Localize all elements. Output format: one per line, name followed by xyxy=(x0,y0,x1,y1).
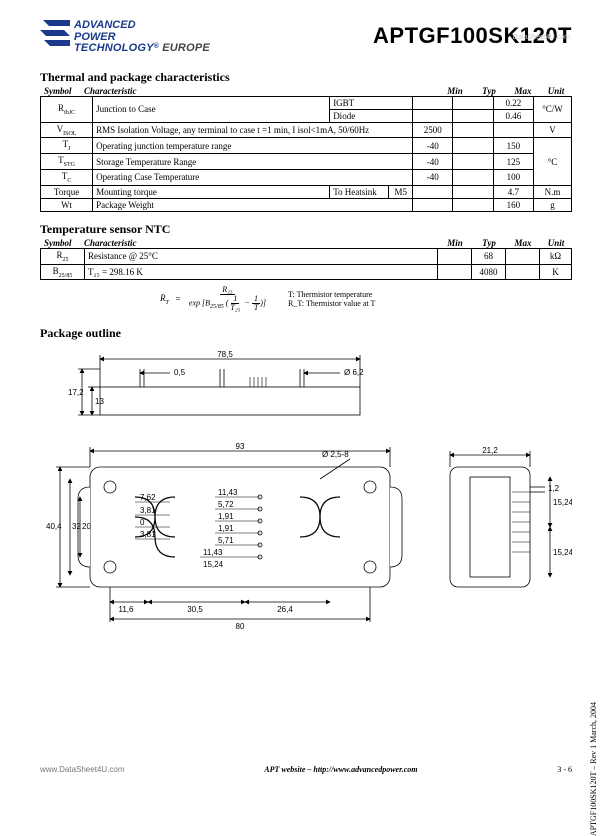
footer-website: APT website – http://www.advancedpower.c… xyxy=(264,765,417,774)
svg-text:3,81: 3,81 xyxy=(140,530,156,539)
footer-page: 3 - 6 xyxy=(557,765,572,774)
svg-text:11,6: 11,6 xyxy=(119,605,135,614)
svg-text:15,24: 15,24 xyxy=(553,498,572,507)
table-row: VISOL RMS Isolation Voltage, any termina… xyxy=(41,122,572,138)
svg-text:26,4: 26,4 xyxy=(277,605,293,614)
page-header: ADVANCED POWER TECHNOLOGY® EUROPE APTGF1… xyxy=(40,20,572,55)
table-row: TSTG Storage Temperature Range -40 125 xyxy=(41,154,572,170)
svg-text:13: 13 xyxy=(95,397,104,406)
table-row: Torque Mounting torque To Heatsink M5 4.… xyxy=(41,185,572,198)
svg-text:17,2: 17,2 xyxy=(68,388,84,397)
svg-text:20: 20 xyxy=(82,522,91,531)
svg-text:30,5: 30,5 xyxy=(187,605,203,614)
svg-text:5,72: 5,72 xyxy=(218,500,234,509)
svg-text:93: 93 xyxy=(236,442,245,451)
svg-text:11,43: 11,43 xyxy=(203,548,223,557)
table-row: RthJC Junction to Case IGBT 0.22 °C/W xyxy=(41,96,572,109)
table-row: R25 Resistance @ 25°C 68 kΩ xyxy=(41,248,572,264)
company-logo: ADVANCED POWER TECHNOLOGY® EUROPE xyxy=(40,20,210,55)
logo-line1: ADVANCED xyxy=(74,20,210,32)
svg-text:15,24: 15,24 xyxy=(553,548,572,557)
svg-text:0: 0 xyxy=(140,518,145,527)
svg-text:78,5: 78,5 xyxy=(217,350,233,359)
section1-headers: Symbol Characteristic Min Typ Max Unit xyxy=(40,86,572,96)
package-outline-title: Package outline xyxy=(40,326,572,341)
page-footer: www.DataSheet4U.com APT website – http:/… xyxy=(40,765,572,774)
svg-text:7,62: 7,62 xyxy=(140,493,156,502)
section2-headers: Symbol Characteristic Min Typ Max Unit xyxy=(40,238,572,248)
svg-text:15,24: 15,24 xyxy=(203,560,224,569)
section1-title: Thermal and package characteristics xyxy=(40,70,572,85)
svg-text:1,91: 1,91 xyxy=(218,512,234,521)
svg-text:5,71: 5,71 xyxy=(218,536,234,545)
logo-line3: TECHNOLOGY® EUROPE xyxy=(74,43,210,55)
svg-text:Ø 6,2: Ø 6,2 xyxy=(344,368,364,377)
svg-text:3,81: 3,81 xyxy=(140,506,156,515)
footer-source: www.DataSheet4U.com xyxy=(40,765,124,774)
table-row: Wt Package Weight 160 g xyxy=(41,198,572,211)
logo-icon xyxy=(40,20,70,48)
thermal-table: RthJC Junction to Case IGBT 0.22 °C/W Di… xyxy=(40,96,572,212)
table-row: TJ Operating junction temperature range … xyxy=(41,138,572,154)
revision-sidebar: APTGF100SK120T – Rev 1 March, 2004 xyxy=(589,702,598,836)
svg-text:0,5: 0,5 xyxy=(174,368,186,377)
svg-text:80: 80 xyxy=(236,622,245,631)
svg-text:1,91: 1,91 xyxy=(218,524,234,533)
section2-title: Temperature sensor NTC xyxy=(40,222,572,237)
svg-text:21,2: 21,2 xyxy=(482,446,498,455)
table-row: B25/85 T₂₅ = 298.16 K 4080 K xyxy=(41,264,572,280)
package-outline-drawing: 78,5 0,5 Ø 6,2 17,2 13 xyxy=(40,347,572,647)
table-row: TC Operating Case Temperature -40 100 xyxy=(41,170,572,186)
svg-text:11,43: 11,43 xyxy=(218,488,238,497)
ntc-table: R25 Resistance @ 25°C 68 kΩ B25/85 T₂₅ =… xyxy=(40,248,572,281)
formula-block: RT = R₂₅ exp [B25/85 (1T₂₅ − 1T)] T: The… xyxy=(160,286,572,312)
watermark: DataSheet4U.com xyxy=(513,34,570,41)
svg-text:40,4: 40,4 xyxy=(46,522,62,531)
